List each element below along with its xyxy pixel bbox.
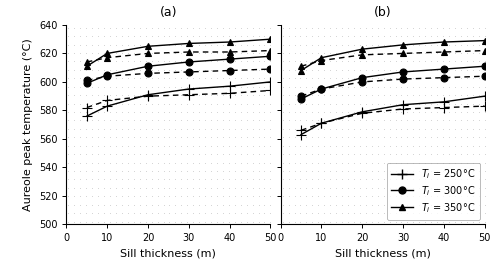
X-axis label: Sill thickness (m): Sill thickness (m)	[121, 249, 216, 259]
Legend: $T_i$ = 250°C, $T_i$ = 300°C, $T_i$ = 350°C: $T_i$ = 250°C, $T_i$ = 300°C, $T_i$ = 35…	[387, 163, 480, 219]
X-axis label: Sill thickness (m): Sill thickness (m)	[335, 249, 430, 259]
Text: (a): (a)	[160, 6, 177, 19]
Y-axis label: Aureole peak temperature (°C): Aureole peak temperature (°C)	[23, 38, 33, 211]
Text: (b): (b)	[374, 6, 392, 19]
